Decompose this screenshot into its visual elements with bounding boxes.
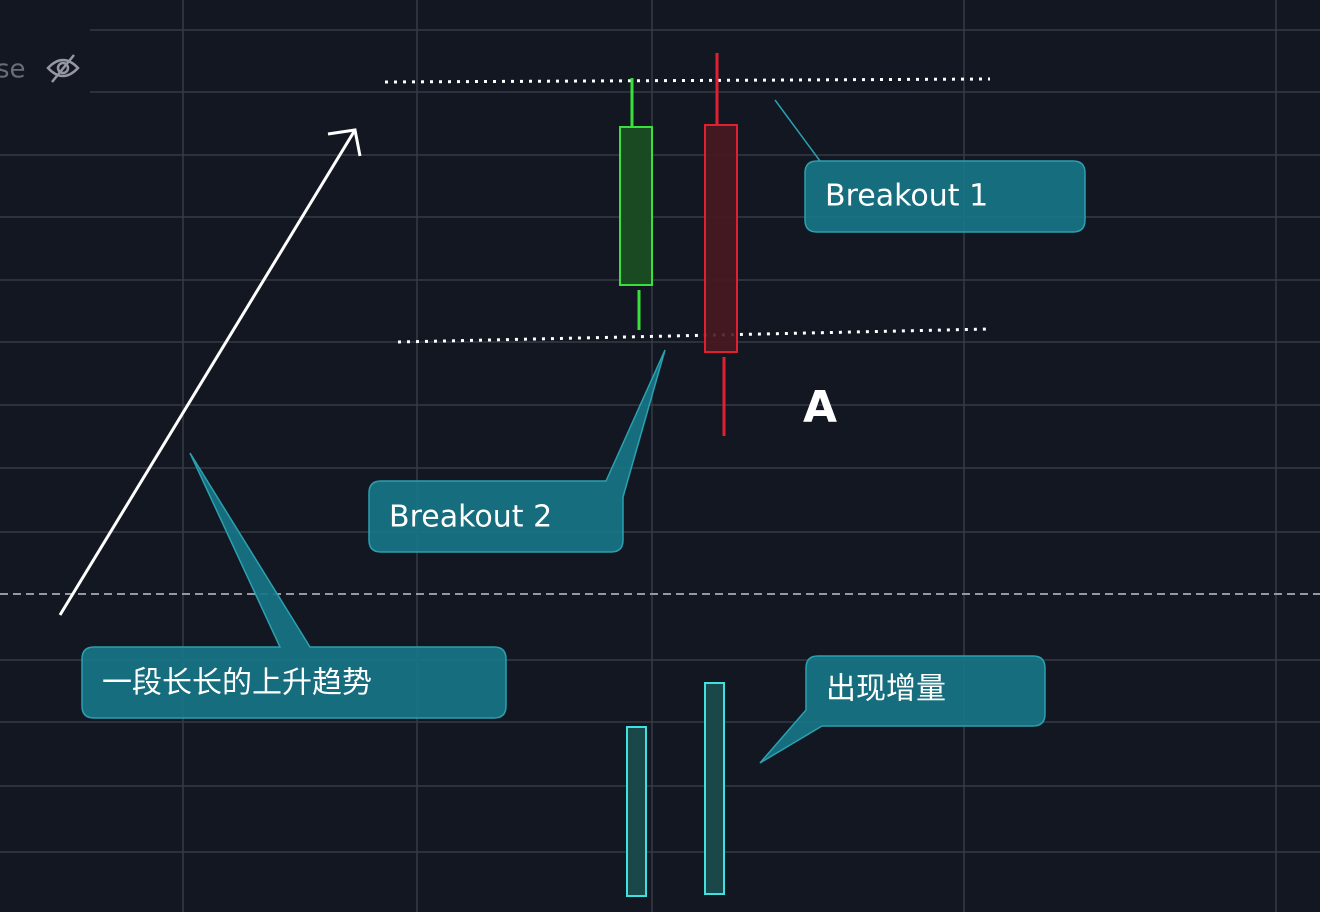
hide-icon[interactable] — [46, 54, 80, 83]
callout-breakout-1: Breakout 1 — [774, 99, 1086, 233]
callout-volume: 出现增量 — [759, 655, 1046, 764]
volume-bar — [704, 682, 725, 895]
callout-text: Breakout 2 — [389, 500, 552, 535]
resistance-line — [384, 77, 991, 84]
green-candle — [619, 78, 653, 330]
legend-text: se — [0, 55, 26, 85]
callout-trend: 一段长长的上升趋势 — [81, 452, 507, 719]
callout-breakout-2: Breakout 2 — [368, 349, 666, 553]
marker-label: A — [803, 382, 837, 433]
callout-text: 出现增量 — [826, 672, 946, 707]
trend-arrow — [58, 128, 362, 616]
red-candle — [704, 53, 738, 436]
support-line — [397, 327, 991, 344]
callout-text: Breakout 1 — [825, 179, 988, 214]
volume-bar — [626, 726, 647, 897]
callout-text: 一段长长的上升趋势 — [102, 666, 372, 701]
